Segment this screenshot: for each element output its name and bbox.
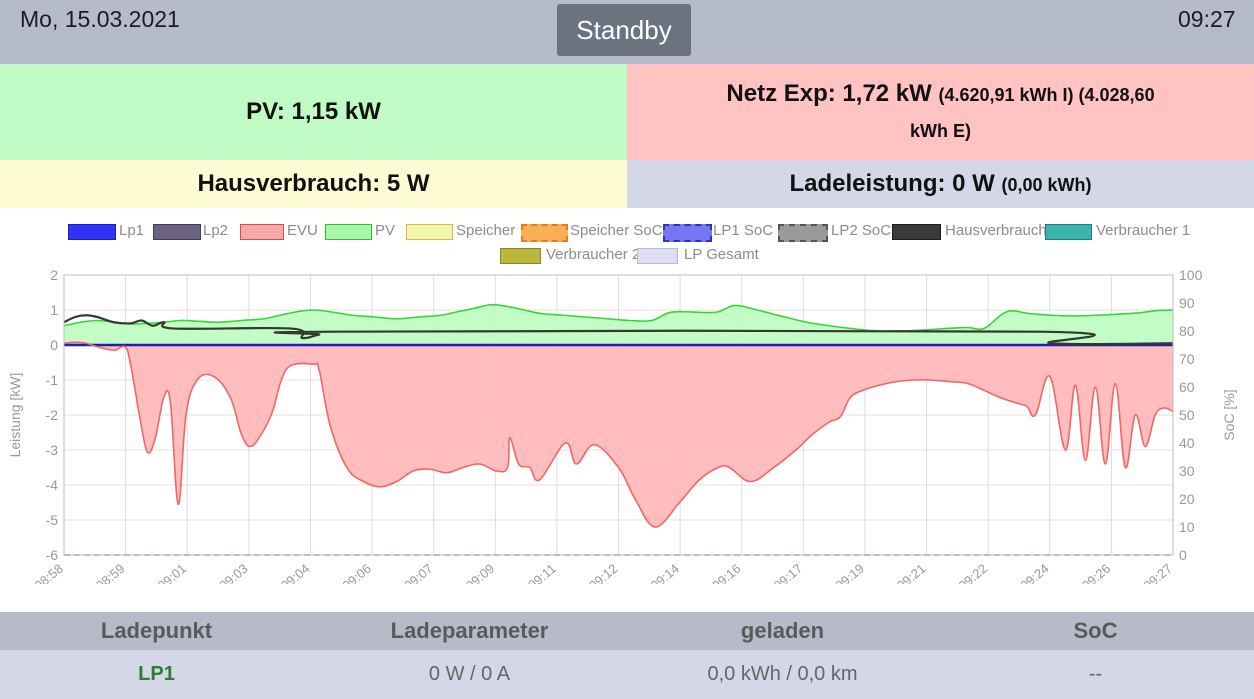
svg-text:09:24: 09:24: [1017, 561, 1052, 593]
svg-text:09:14: 09:14: [647, 561, 682, 593]
svg-text:09:26: 09:26: [1079, 561, 1114, 593]
svg-text:-6: -6: [46, 547, 59, 563]
svg-text:-5: -5: [46, 512, 59, 528]
svg-text:20: 20: [1179, 491, 1195, 507]
svg-text:40: 40: [1179, 435, 1195, 451]
svg-text:09:21: 09:21: [894, 561, 929, 593]
svg-text:0: 0: [1179, 547, 1187, 563]
svg-text:09:01: 09:01: [155, 561, 190, 593]
svg-text:09:09: 09:09: [463, 561, 498, 593]
svg-text:0: 0: [50, 337, 58, 353]
svg-text:09:27: 09:27: [1140, 561, 1175, 593]
svg-text:-3: -3: [46, 442, 59, 458]
svg-text:80: 80: [1179, 323, 1195, 339]
svg-text:08:58: 08:58: [31, 561, 66, 593]
svg-text:10: 10: [1179, 519, 1195, 535]
svg-text:SoC [%]: SoC [%]: [1221, 389, 1237, 440]
svg-text:09:07: 09:07: [401, 561, 436, 593]
svg-text:-4: -4: [46, 477, 59, 493]
svg-text:50: 50: [1179, 407, 1195, 423]
svg-text:30: 30: [1179, 463, 1195, 479]
svg-text:09:17: 09:17: [771, 561, 806, 593]
svg-text:100: 100: [1179, 269, 1203, 283]
svg-text:09:16: 09:16: [709, 561, 744, 593]
svg-text:08:59: 08:59: [93, 561, 128, 593]
svg-text:09:06: 09:06: [339, 561, 374, 593]
svg-text:09:04: 09:04: [278, 561, 313, 593]
svg-text:60: 60: [1179, 379, 1195, 395]
svg-text:-2: -2: [46, 407, 59, 423]
svg-text:2: 2: [50, 269, 58, 283]
svg-text:09:12: 09:12: [586, 561, 621, 593]
svg-text:09:19: 09:19: [832, 561, 867, 593]
svg-text:09:03: 09:03: [216, 561, 251, 593]
svg-text:90: 90: [1179, 295, 1195, 311]
svg-text:70: 70: [1179, 351, 1195, 367]
svg-text:Leistung [kW]: Leistung [kW]: [7, 373, 23, 458]
svg-text:1: 1: [50, 302, 58, 318]
svg-text:09:11: 09:11: [525, 561, 559, 593]
svg-text:09:22: 09:22: [956, 561, 991, 593]
svg-text:-1: -1: [46, 372, 59, 388]
